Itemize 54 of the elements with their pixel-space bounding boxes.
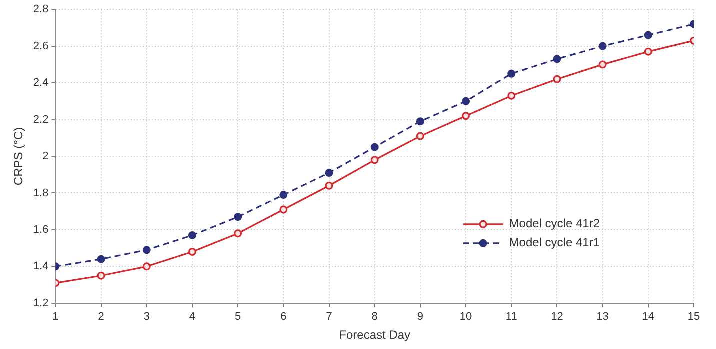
x-tick-label: 2 [98,311,104,324]
y-tick-label: 2.4 [33,77,49,90]
point [234,213,242,222]
x-tick-label: 8 [372,311,378,324]
y-tick-label: 2.6 [33,40,49,52]
point [188,231,196,240]
x-tick-label: 1 [52,311,59,324]
point [97,272,106,280]
x-tick-label: 3 [144,311,150,324]
point [416,118,424,126]
x-tick-label: 6 [280,311,287,324]
y-tick-label: 2 [42,150,49,163]
x-tick-label: 7 [326,311,332,324]
point [416,132,424,140]
point [598,42,607,50]
point [234,230,242,238]
point [325,182,334,190]
point [644,48,652,56]
y-tick-label: 1.8 [33,187,49,200]
y-tick-label: 1.2 [33,297,49,310]
x-tick-label: 11 [506,311,518,324]
point [553,55,562,64]
legend-label: Model cycle 41r1 [509,236,600,250]
x-tick-label: 4 [189,311,196,324]
point [142,262,151,271]
x-tick-label: 9 [417,311,424,324]
point [280,191,288,200]
y-tick-label: 1.6 [33,224,49,236]
point [598,60,607,69]
point [644,31,652,40]
x-tick-label: 10 [460,311,472,324]
point [462,112,470,120]
y-tick-label: 2.2 [33,114,49,126]
legend-label: Model cycle 41r2 [509,216,600,231]
point [553,75,562,84]
point [508,92,516,100]
x-axis-title: Forecast Day [339,328,411,342]
x-tick-label: 12 [551,311,564,324]
point [97,255,106,264]
point [508,70,516,78]
point [280,206,288,214]
x-tick-label: 13 [596,311,609,324]
point [370,156,379,164]
y-tick-label: 1.4 [33,260,49,273]
point [370,143,379,152]
x-tick-label: 5 [235,311,242,324]
point [142,246,151,254]
y-tick-label: 2.8 [33,4,49,16]
x-tick-label: 14 [642,311,655,324]
x-tick-label: 15 [688,311,700,324]
point [325,169,334,178]
y-axis-title: CRPS (°C) [12,127,26,186]
point [462,97,470,106]
point [188,248,196,256]
